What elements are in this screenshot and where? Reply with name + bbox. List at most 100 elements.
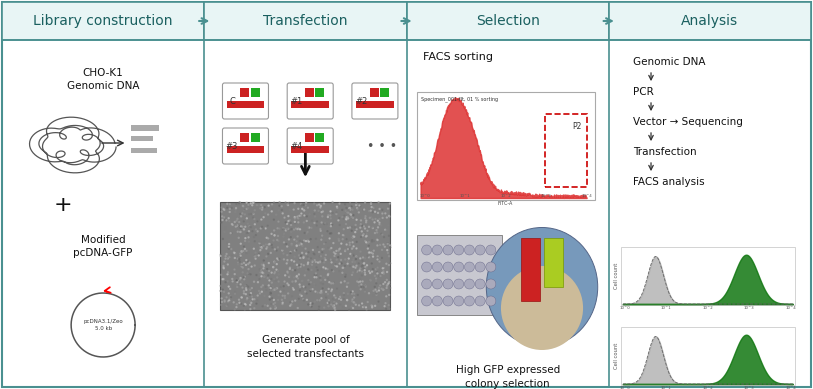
Point xyxy=(364,200,377,206)
Circle shape xyxy=(433,262,442,272)
Point xyxy=(300,213,313,219)
Point xyxy=(325,284,338,291)
Point xyxy=(237,290,250,296)
Point xyxy=(228,306,241,312)
Point xyxy=(302,277,315,283)
Point xyxy=(300,200,313,206)
Point xyxy=(219,217,232,223)
Point xyxy=(323,235,336,242)
Point xyxy=(341,258,354,264)
Point xyxy=(376,215,389,221)
Point xyxy=(315,288,328,294)
Point xyxy=(265,208,278,214)
Point xyxy=(298,202,311,208)
Point xyxy=(303,211,316,217)
Circle shape xyxy=(433,245,442,255)
Text: Generate pool of
selected transfectants: Generate pool of selected transfectants xyxy=(247,335,364,359)
Point xyxy=(240,200,253,206)
Point xyxy=(359,225,372,231)
Point xyxy=(242,249,255,256)
Point xyxy=(310,270,323,277)
Point xyxy=(360,217,373,224)
Point xyxy=(289,216,302,222)
Point xyxy=(354,249,367,255)
Point xyxy=(319,220,332,226)
Point xyxy=(360,258,373,264)
Point xyxy=(224,286,237,292)
Point xyxy=(222,284,235,290)
Point xyxy=(222,298,235,305)
Point xyxy=(297,254,310,260)
Point xyxy=(234,253,247,259)
Point xyxy=(268,300,281,306)
Text: CHO-K1
Genomic DNA: CHO-K1 Genomic DNA xyxy=(67,68,139,91)
Point xyxy=(285,298,298,305)
Circle shape xyxy=(486,296,496,306)
Point xyxy=(290,242,303,249)
Circle shape xyxy=(433,279,442,289)
Point xyxy=(302,238,315,245)
Point xyxy=(254,243,267,249)
Point xyxy=(257,265,270,272)
Point xyxy=(289,278,302,284)
Point xyxy=(311,202,324,209)
Point xyxy=(314,275,327,281)
Point xyxy=(282,213,295,219)
Point xyxy=(288,254,301,260)
Point xyxy=(228,291,241,297)
Point xyxy=(237,226,250,233)
Point xyxy=(371,256,384,263)
Point xyxy=(262,212,275,218)
Point xyxy=(251,293,264,299)
Point xyxy=(338,278,351,284)
Point xyxy=(280,225,293,231)
Point xyxy=(254,239,267,245)
Point xyxy=(281,257,294,263)
Point xyxy=(267,287,280,293)
Point xyxy=(368,284,381,290)
Point xyxy=(321,291,334,297)
Text: FACS analysis: FACS analysis xyxy=(633,177,705,187)
Point xyxy=(232,279,245,285)
Point xyxy=(280,244,293,250)
Point xyxy=(220,294,233,300)
Point xyxy=(314,226,327,232)
Point xyxy=(304,286,317,293)
Point xyxy=(378,303,391,309)
Point xyxy=(306,286,319,292)
Point xyxy=(241,284,254,290)
Point xyxy=(298,212,311,218)
Point xyxy=(322,275,335,282)
Point xyxy=(261,275,274,281)
Point xyxy=(346,269,359,275)
Point xyxy=(375,281,388,287)
Point xyxy=(374,282,387,289)
Point xyxy=(302,224,315,231)
Point xyxy=(266,201,279,207)
Point xyxy=(314,273,327,279)
Point xyxy=(333,238,346,244)
Point xyxy=(291,226,304,232)
Text: Modified
pcDNA-GFP: Modified pcDNA-GFP xyxy=(73,235,133,258)
Point xyxy=(354,265,367,272)
Point xyxy=(285,234,298,240)
Point xyxy=(296,239,309,245)
Point xyxy=(292,219,305,225)
Circle shape xyxy=(486,262,496,272)
Point xyxy=(272,256,285,263)
Point xyxy=(348,294,361,301)
Point xyxy=(251,218,264,224)
Point xyxy=(322,297,335,303)
Point xyxy=(225,230,238,236)
Point xyxy=(287,287,300,293)
Bar xyxy=(227,146,264,153)
Point xyxy=(376,287,389,293)
Point xyxy=(284,266,297,272)
Point xyxy=(234,229,247,235)
Point xyxy=(242,234,255,240)
Point xyxy=(236,284,249,291)
Point xyxy=(270,247,283,254)
Point xyxy=(285,222,298,228)
Point xyxy=(235,294,248,301)
Point xyxy=(380,306,393,312)
